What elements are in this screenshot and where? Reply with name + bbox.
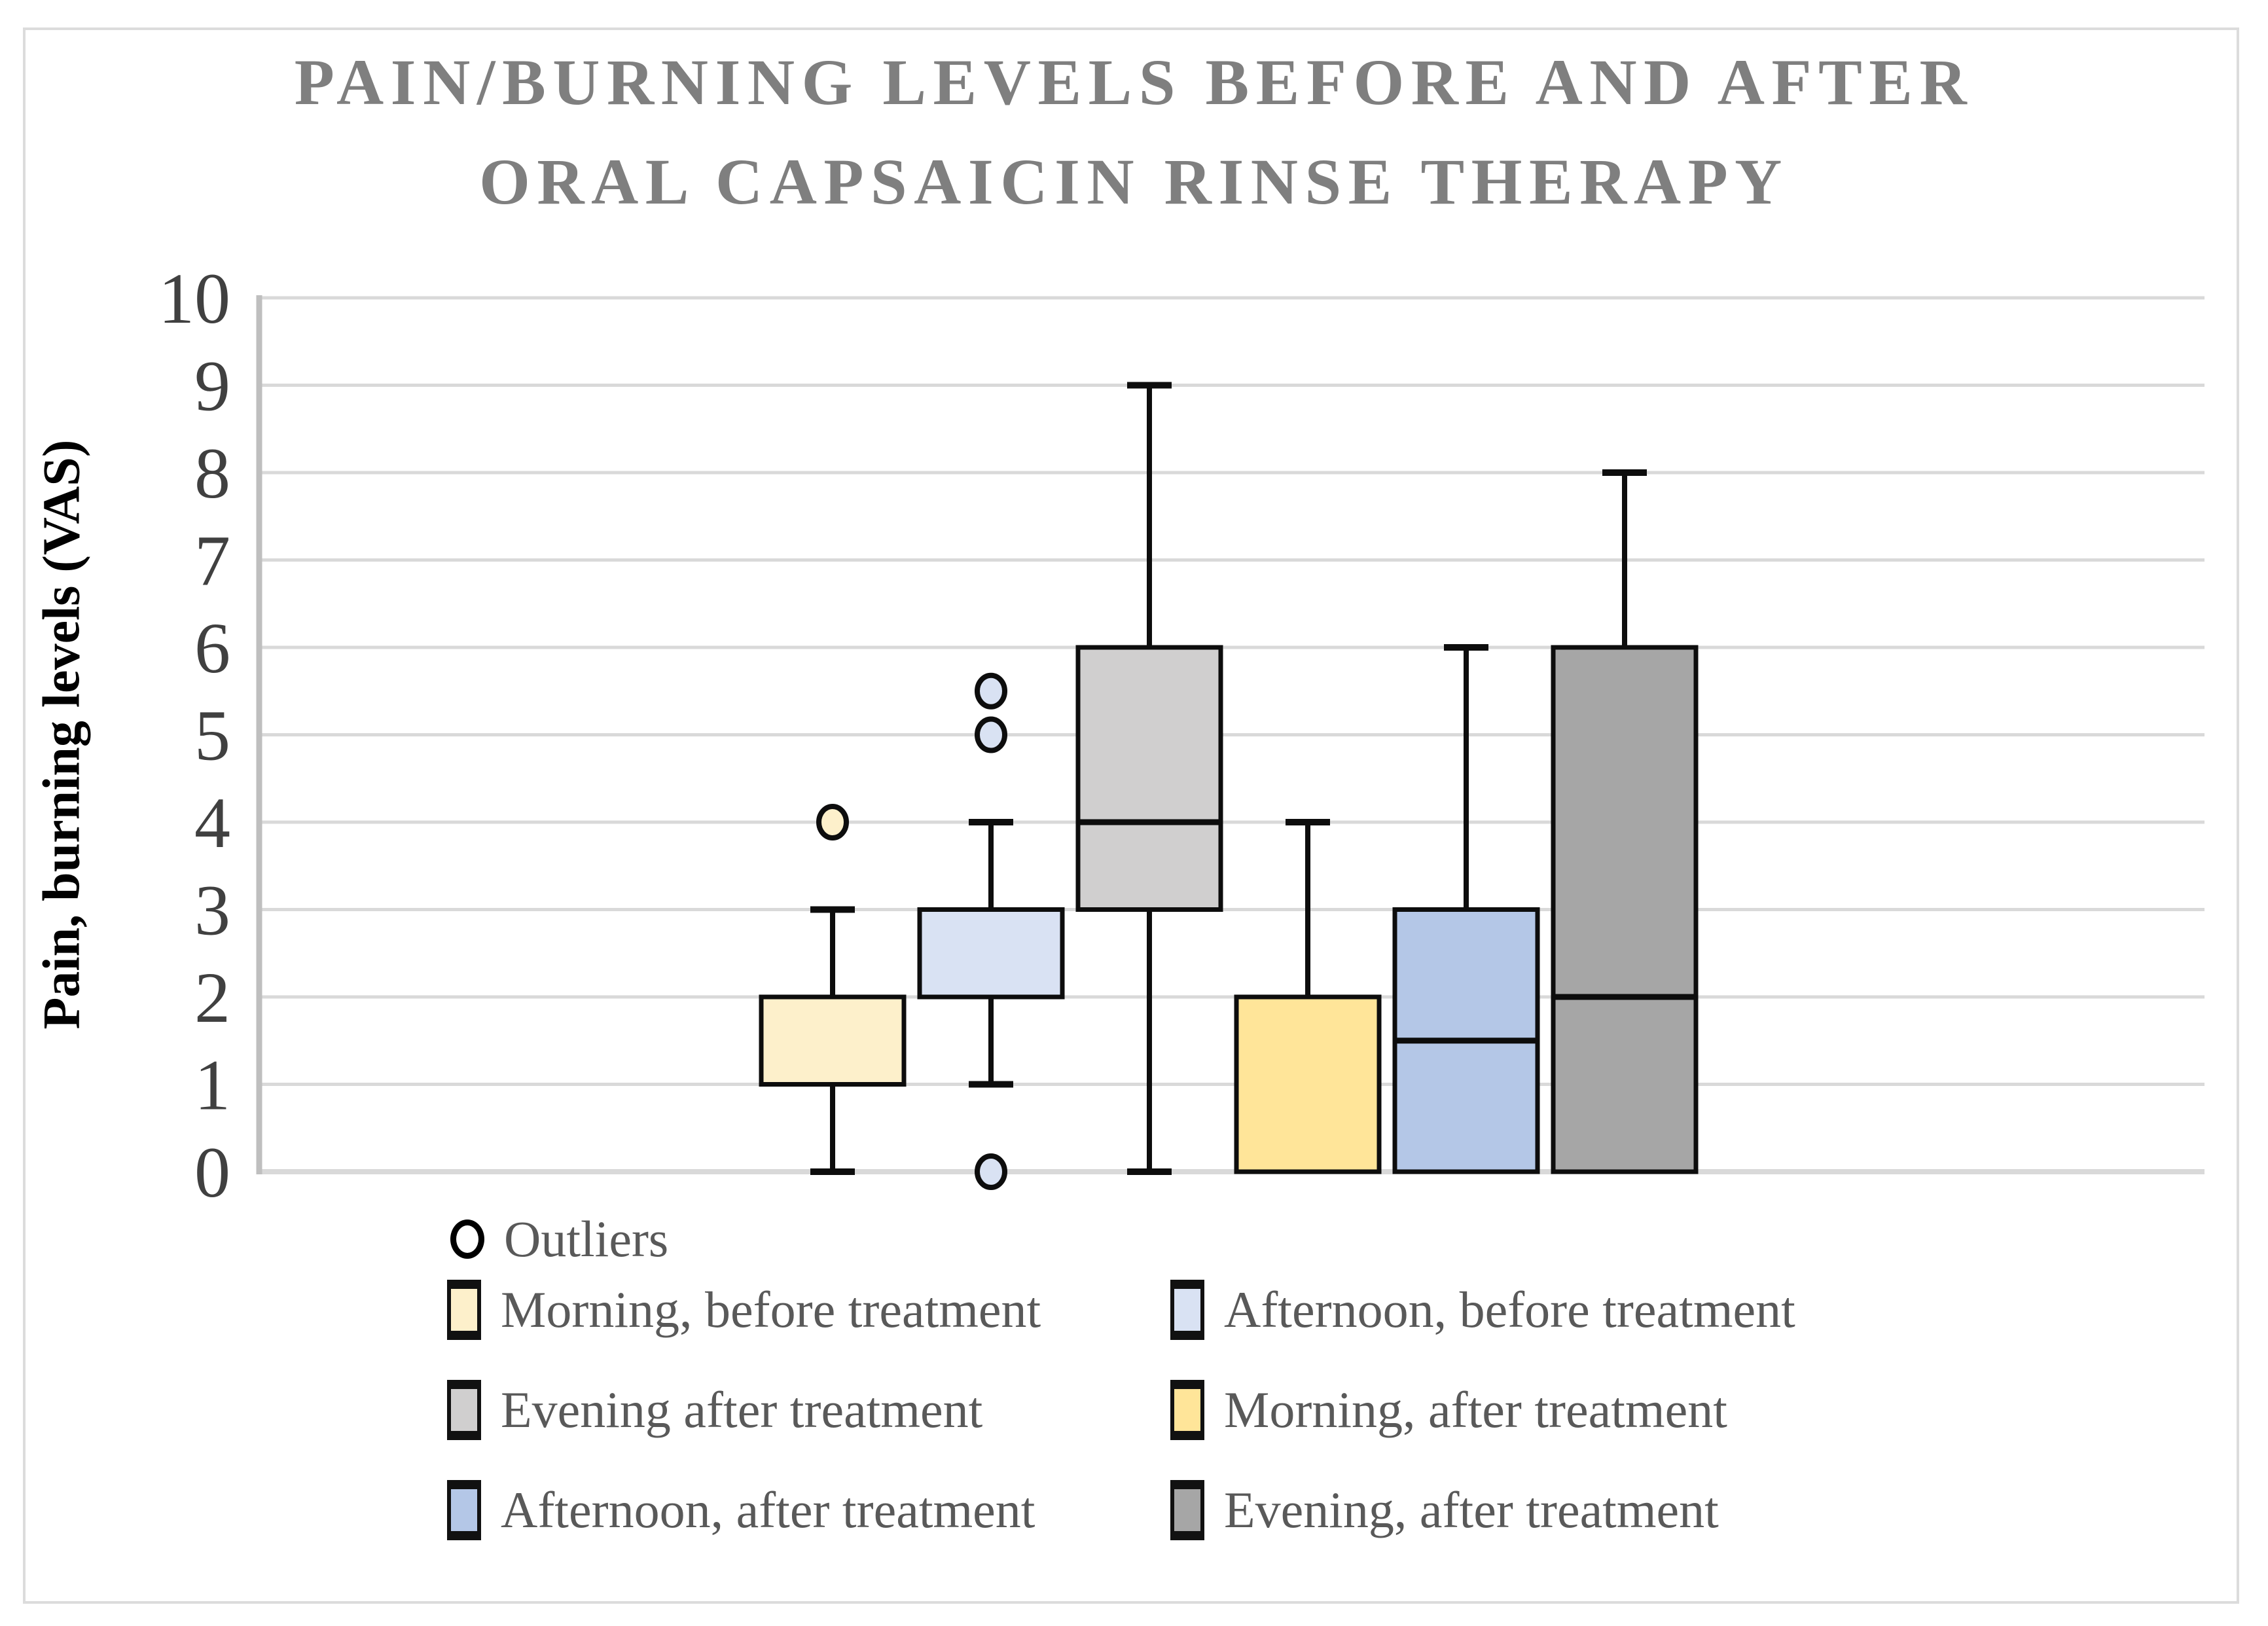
y-tick-label-9: 9 [194,346,230,426]
legend-item-label: Morning, before treatment [501,1281,1041,1338]
figure-border [23,27,2239,1604]
y-tick-label-8: 8 [194,433,230,513]
legend-item-4: Morning, after treatment [1170,1379,1727,1441]
box [759,994,907,1087]
outlier-point [975,672,1007,710]
y-tick-label-4: 4 [194,783,230,863]
y-tick-label-5: 5 [194,696,230,776]
boxplot-series-5 [1392,644,1540,1174]
legend-item-3: Evening after treatment [447,1379,982,1441]
boxplot-series-1 [759,804,907,1175]
chart-title-line1: PAIN/BURNING LEVELS BEFORE AND AFTER [294,46,1974,118]
chart-title: PAIN/BURNING LEVELS BEFORE AND AFTER ORA… [0,33,2268,232]
legend-item-label: Evening after treatment [501,1381,983,1438]
legend-item-label: Morning, after treatment [1224,1381,1727,1438]
legend-swatch-icon [1170,1280,1204,1340]
legend-outliers-label: Outliers [504,1210,669,1267]
legend-item-label: Afternoon, before treatment [1224,1281,1795,1338]
y-tick-label-0: 0 [194,1132,230,1212]
y-tick-label-10: 10 [158,259,230,338]
y-tick-label-6: 6 [194,608,230,688]
legend-item-6: Evening, after treatment [1170,1479,1719,1542]
outlier-point [975,716,1007,753]
y-tick-label-3: 3 [194,871,230,950]
outlier-point [816,804,849,840]
legend-swatch-icon [447,1480,481,1540]
legend-item-label: Evening, after treatment [1224,1481,1719,1538]
legend-swatch-icon [447,1280,481,1340]
legend-item-label: Afternoon, after treatment [501,1481,1035,1538]
y-tick-label-2: 2 [194,958,230,1038]
boxplot-series-2 [917,672,1065,1190]
boxplot-series-4 [1234,819,1382,1174]
box [917,907,1065,1000]
legend-item-1: Morning, before treatment [447,1278,1041,1341]
chart-title-line2: ORAL CAPSAICIN RINSE THERAPY [479,145,1789,218]
box [1075,645,1223,912]
legend-item-2: Afternoon, before treatment [1170,1278,1795,1341]
legend-swatch-icon [447,1380,481,1440]
boxplot-series-3 [1075,382,1223,1175]
outlier-circle-icon [450,1220,484,1259]
box [1551,645,1699,1174]
box [1234,994,1382,1174]
legend-outliers-row: Outliers [450,1208,668,1271]
legend-swatch-icon [1170,1480,1204,1540]
outlier-point [975,1153,1007,1190]
legend-item-5: Afternoon, after treatment [447,1479,1035,1542]
legend-swatch-icon [1170,1380,1204,1440]
boxplot-series-6 [1551,469,1699,1174]
y-tick-label-1: 1 [194,1045,230,1125]
y-tick-label-7: 7 [194,521,230,601]
